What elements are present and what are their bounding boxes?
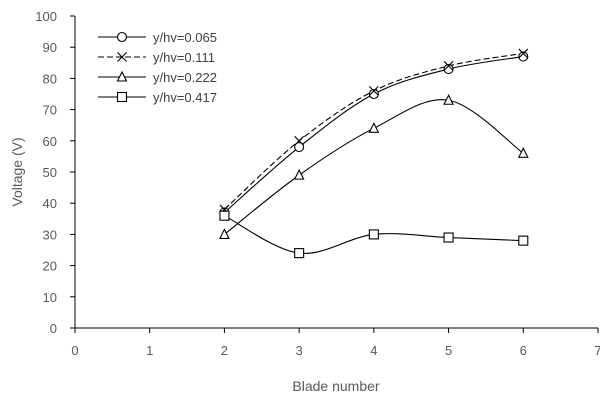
x-tick-label: 7 — [594, 343, 600, 358]
y-tick-label: 70 — [43, 103, 57, 118]
data-point-triangle — [517, 147, 529, 158]
legend-label: y/hv=0.222 — [153, 70, 217, 85]
y-tick-label: 0 — [50, 321, 57, 336]
data-point-triangle — [293, 168, 305, 180]
x-tick-label: 4 — [370, 343, 377, 358]
y-tick-label: 40 — [43, 196, 57, 211]
y-tick-label: 10 — [43, 290, 57, 305]
series-line-x — [224, 52, 524, 210]
x-axis-title: Blade number — [292, 378, 380, 394]
data-point-x — [443, 61, 454, 71]
data-point-square — [368, 229, 379, 240]
x-tick-label: 1 — [146, 343, 153, 358]
data-point-x — [368, 85, 379, 96]
legend-label: y/hv=0.065 — [153, 30, 217, 45]
y-ticks: 0 10 20 30 40 50 60 70 80 90 100 — [35, 9, 75, 336]
legend-marker-circle — [116, 31, 128, 43]
x-tick-label: 5 — [445, 343, 452, 358]
legend-label: y/hv=0.111 — [153, 50, 215, 65]
legend-marker-triangle — [116, 70, 128, 82]
legend-marker-x — [117, 52, 127, 62]
y-tick-label: 50 — [43, 165, 57, 180]
y-tick-label: 100 — [35, 9, 57, 24]
x-tick-label: 0 — [71, 343, 78, 358]
data-point-x — [518, 48, 529, 59]
y-tick-label: 90 — [43, 40, 57, 55]
data-point-circle — [368, 88, 379, 100]
data-point-x — [294, 135, 305, 146]
data-point-square — [518, 235, 529, 246]
data-point-square — [219, 210, 230, 221]
legend-label: y/hv=0.417 — [153, 90, 217, 105]
y-axis-title: Voltage (V) — [9, 137, 25, 206]
data-point-square — [294, 248, 305, 259]
x-tick-label: 3 — [296, 343, 303, 358]
y-tick-label: 20 — [43, 259, 57, 274]
data-point-circle — [294, 141, 305, 153]
data-point-triangle — [368, 122, 380, 133]
data-point-triangle — [219, 228, 230, 239]
legend-marker-square — [116, 91, 128, 103]
series-line-circle — [224, 56, 524, 213]
data-point-square — [443, 232, 454, 243]
x-tick-label: 2 — [221, 343, 228, 358]
series-line-triangle — [224, 99, 524, 235]
y-tick-label: 30 — [43, 227, 57, 242]
plot-lines — [224, 52, 524, 254]
plot-markers — [219, 48, 529, 259]
y-tick-label: 60 — [43, 134, 57, 149]
data-point-circle — [443, 63, 454, 75]
x-tick-label: 6 — [520, 343, 527, 358]
legend: y/hv=0.065 y/hv=0.111 y/hv=0.222 y/hv=0.417 — [98, 30, 217, 105]
data-point-triangle — [443, 94, 454, 105]
y-tick-label: 80 — [43, 71, 57, 86]
x-ticks: 0 1 2 3 4 5 6 7 — [71, 328, 600, 358]
data-point-circle — [518, 51, 529, 62]
